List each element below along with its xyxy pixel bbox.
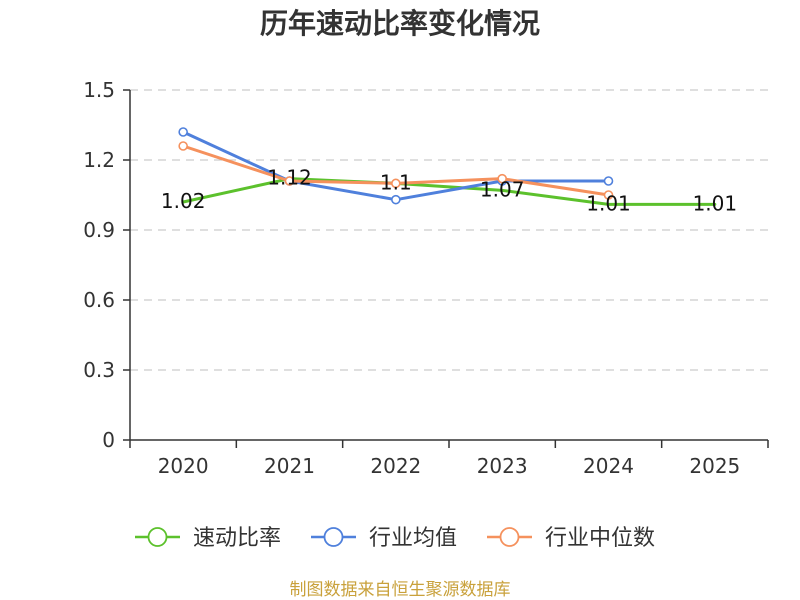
- x-tick-label: 2024: [583, 454, 634, 478]
- x-tick-label: 2025: [689, 454, 740, 478]
- data-label-quick-ratio: 1.1: [380, 170, 412, 194]
- legend-item-quick-ratio[interactable]: 速动比率: [135, 526, 281, 551]
- legend-label-industry-mean: 行业均值: [369, 526, 457, 551]
- data-point-industry-mean[interactable]: [178, 127, 188, 137]
- data-point-industry-mean[interactable]: [391, 194, 401, 205]
- legend-item-industry-median[interactable]: 行业中位数: [487, 526, 655, 551]
- data-point-industry-median[interactable]: [391, 178, 401, 189]
- data-label-quick-ratio: 1.12: [267, 166, 312, 190]
- data-point-industry-median[interactable]: [497, 173, 507, 184]
- legend-marker-industry-mean: [323, 527, 344, 547]
- legend-marker-quick-ratio: [147, 527, 168, 547]
- data-label-quick-ratio: 1.02: [161, 189, 206, 213]
- data-label-quick-ratio: 1.01: [586, 191, 631, 215]
- series-layer: [178, 127, 717, 206]
- x-tick-label: 2020: [158, 454, 209, 478]
- x-tick-label: 2022: [370, 454, 421, 478]
- source-note: 制图数据来自恒生聚源数据库: [290, 580, 511, 600]
- grid-lines: [130, 89, 768, 371]
- series-line-quick-ratio: [181, 177, 717, 206]
- y-tick-label: 1.5: [83, 78, 115, 102]
- y-tick-label: 0: [102, 428, 115, 452]
- chart-title: 历年速动比率变化情况: [260, 7, 540, 40]
- legend-label-industry-median: 行业中位数: [545, 526, 655, 551]
- legend-item-industry-mean[interactable]: 行业均值: [311, 526, 457, 551]
- data-label-quick-ratio: 1.07: [480, 177, 525, 201]
- data-point-industry-median[interactable]: [284, 176, 295, 186]
- axes: 0 0.3 0.6 0.9 1.2 1.5 2020 2021 2022 2023 2024 2025: [83, 78, 769, 478]
- y-tick-label: 0.9: [83, 218, 115, 242]
- y-tick-label: 0.3: [83, 358, 115, 382]
- y-tick-label: 1.2: [83, 148, 115, 172]
- data-labels: 1.02 1.12 1.1 1.07 1.01 1.01: [161, 166, 737, 216]
- data-point-industry-mean[interactable]: [603, 176, 614, 186]
- data-point-industry-median[interactable]: [603, 190, 614, 200]
- legend-marker-industry-median: [499, 527, 520, 547]
- x-tick-label: 2021: [264, 454, 315, 478]
- legend: 速动比率 行业均值 行业中位数: [135, 526, 655, 551]
- x-tick-label: 2023: [477, 454, 528, 478]
- y-tick-label: 0.6: [83, 288, 115, 312]
- data-label-quick-ratio: 1.01: [693, 191, 738, 215]
- data-point-industry-median[interactable]: [178, 141, 188, 151]
- legend-label-quick-ratio: 速动比率: [193, 526, 281, 551]
